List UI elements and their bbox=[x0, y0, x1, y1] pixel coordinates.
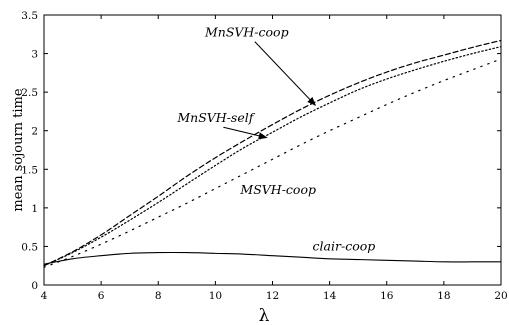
x-tick-label: 18 bbox=[437, 290, 450, 302]
annotation-arrow-mnsvh-coop bbox=[254, 41, 316, 106]
series-line-mnsvh-coop bbox=[43, 39, 502, 267]
x-tick-label: 4 bbox=[41, 290, 48, 302]
x-tick-label: 10 bbox=[209, 290, 222, 302]
series-label-mnsvh-self: MnSVH-self bbox=[176, 110, 255, 125]
y-tick-label: 1 bbox=[31, 203, 38, 215]
x-tick-label: 14 bbox=[323, 290, 337, 302]
y-tick-label: 3 bbox=[31, 49, 38, 61]
series-label-mnsvh-coop: MnSVH-coop bbox=[204, 25, 289, 40]
y-tick-label: 1.5 bbox=[21, 164, 38, 176]
plot-frame bbox=[43, 14, 502, 286]
series-label-msvh-coop: MSVH-coop bbox=[239, 182, 316, 197]
y-tick-label: 2 bbox=[31, 126, 38, 138]
x-tick-label: 20 bbox=[494, 290, 507, 302]
y-axis-title: mean sojourn time bbox=[11, 88, 26, 211]
series-line-mnsvh-self bbox=[43, 46, 502, 267]
series-label-clair-coop: clair-coop bbox=[313, 238, 376, 253]
x-tick-label: 12 bbox=[266, 290, 279, 302]
y-tick-label: 2.5 bbox=[21, 87, 38, 99]
y-tick-label: 3.5 bbox=[21, 10, 38, 22]
x-tick-label: 16 bbox=[380, 290, 394, 302]
x-tick-label: 8 bbox=[155, 290, 162, 302]
x-tick-label: 6 bbox=[98, 290, 105, 302]
series-line-msvh-coop bbox=[43, 58, 502, 268]
series-line-clair-coop bbox=[43, 251, 502, 265]
annotation-arrow-mnsvh-self bbox=[223, 126, 268, 140]
x-axis-title: λ bbox=[259, 306, 270, 325]
y-tick-label: 0.5 bbox=[21, 241, 38, 253]
y-tick-label: 0 bbox=[31, 280, 38, 292]
